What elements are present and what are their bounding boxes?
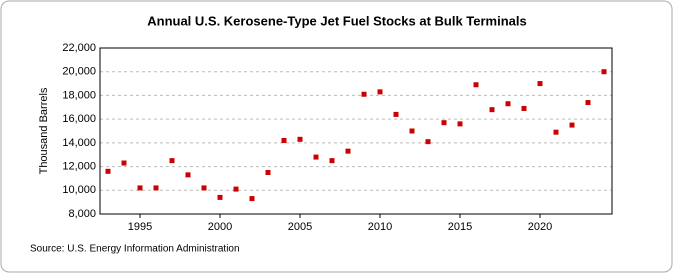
point [345, 148, 351, 154]
point [201, 185, 207, 191]
point [425, 139, 431, 145]
x-tick-label: 2020 [528, 221, 552, 233]
point [457, 121, 463, 127]
point [601, 69, 607, 75]
point [281, 137, 287, 143]
plot-border [99, 47, 613, 215]
point [105, 168, 111, 174]
x-tick-label: 2010 [368, 221, 392, 233]
point [473, 82, 479, 88]
point [489, 107, 495, 113]
point [249, 196, 255, 202]
point [121, 160, 127, 166]
y-tick-label: 10,000 [62, 184, 96, 196]
y-tick-label: 16,000 [62, 113, 96, 125]
y-axis-label: Thousand Barrels [38, 87, 50, 174]
point [505, 101, 511, 107]
y-tick-label: 12,000 [62, 160, 96, 172]
point [233, 186, 239, 192]
point [569, 122, 575, 128]
point [265, 170, 271, 175]
chart-title: Annual U.S. Kerosene-Type Jet Fuel Stock… [147, 13, 527, 28]
point [297, 136, 303, 142]
x-tick-label: 2005 [288, 221, 312, 233]
point [537, 81, 543, 87]
x-tick-label: 2015 [448, 221, 472, 233]
point [377, 89, 383, 95]
y-tick-label: 22,000 [62, 42, 96, 54]
source-note: Source: U.S. Energy Information Administ… [30, 244, 240, 255]
y-tick-label: 18,000 [62, 89, 96, 101]
point [393, 111, 399, 117]
point [521, 105, 527, 111]
point [441, 120, 447, 126]
point [313, 154, 319, 160]
point [137, 185, 143, 191]
point [185, 172, 191, 178]
point [153, 185, 159, 191]
point [217, 194, 223, 200]
point [585, 100, 591, 106]
point [169, 158, 175, 164]
y-tick-label: 8,000 [68, 208, 96, 220]
y-tick-label: 14,000 [62, 137, 96, 149]
point [553, 129, 559, 135]
point [329, 158, 335, 164]
x-tick-label: 1995 [128, 221, 152, 233]
point [409, 128, 415, 134]
point [361, 91, 367, 97]
x-tick-label: 2000 [208, 221, 232, 233]
y-tick-label: 20,000 [62, 66, 96, 78]
